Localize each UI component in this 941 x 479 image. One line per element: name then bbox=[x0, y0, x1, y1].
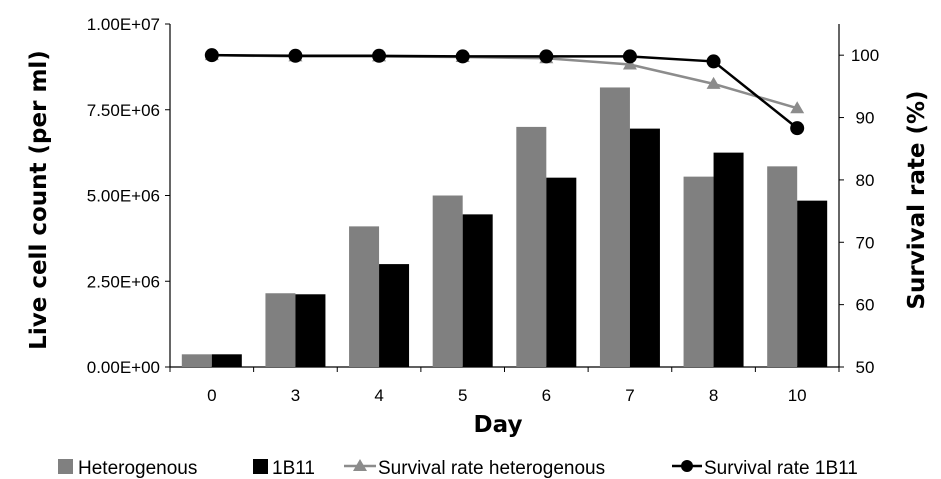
y-tick-label: 1.00E+07 bbox=[87, 15, 160, 34]
x-tick-label: 8 bbox=[709, 386, 718, 405]
bar-heterogenous-7 bbox=[599, 87, 630, 367]
bar-heterogenous-10 bbox=[767, 166, 798, 367]
bar-heterogenous-4 bbox=[349, 226, 380, 367]
bar-heterogenous-0 bbox=[181, 354, 212, 367]
y-axis-title: Live cell count (per ml) bbox=[26, 50, 52, 350]
legend-label-survival-1b11: Survival rate 1B11 bbox=[704, 458, 858, 479]
point-survival-rate-heterogenous-7 bbox=[622, 57, 637, 70]
bar-1b11-8 bbox=[713, 152, 744, 367]
y2-tick-label: 90 bbox=[856, 109, 875, 128]
point-survival-rate-1b11-8 bbox=[706, 54, 721, 69]
x-tick-label: 10 bbox=[788, 386, 807, 405]
x-tick-label: 0 bbox=[207, 386, 216, 405]
bar-1b11-7 bbox=[629, 128, 660, 367]
legend-swatch-1b11 bbox=[253, 459, 268, 474]
bar-1b11-10 bbox=[797, 200, 828, 367]
legend: Heterogenous 1B11 Survival rate heteroge… bbox=[58, 458, 858, 479]
y2-tick-label: 50 bbox=[856, 358, 875, 377]
y2-tick-label: 60 bbox=[856, 296, 875, 315]
bars bbox=[181, 87, 828, 368]
bar-1b11-5 bbox=[462, 214, 493, 367]
bar-1b11-6 bbox=[546, 177, 577, 367]
point-survival-rate-1b11-0 bbox=[204, 48, 219, 63]
legend-label-1b11: 1B11 bbox=[272, 458, 315, 479]
y-tick-label: 0.00E+00 bbox=[87, 358, 160, 377]
bar-heterogenous-3 bbox=[265, 293, 296, 367]
x-tick-label: 6 bbox=[542, 386, 551, 405]
point-survival-rate-1b11-10 bbox=[790, 121, 805, 136]
bar-1b11-4 bbox=[379, 264, 410, 367]
legend-label-heterogenous: Heterogenous bbox=[78, 458, 197, 479]
x-tick-label: 5 bbox=[458, 386, 467, 405]
y2-tick-label: 80 bbox=[856, 171, 875, 190]
legend-marker-triangle bbox=[353, 459, 367, 471]
x-axis-title: Day bbox=[474, 412, 523, 438]
point-survival-rate-heterogenous-10 bbox=[790, 101, 805, 114]
line-survival-rate-1b11 bbox=[211, 53, 798, 130]
bar-heterogenous-8 bbox=[683, 176, 714, 367]
legend-marker-circle bbox=[681, 460, 693, 472]
x-tick-label: 3 bbox=[291, 386, 300, 405]
point-survival-rate-1b11-7 bbox=[622, 49, 637, 64]
y-tick-label: 7.50E+06 bbox=[87, 101, 160, 120]
point-survival-rate-1b11-4 bbox=[372, 48, 387, 63]
point-survival-rate-1b11-3 bbox=[288, 48, 303, 63]
x-tick-label: 7 bbox=[625, 386, 634, 405]
bar-1b11-0 bbox=[211, 354, 242, 367]
legend-swatch-heterogenous bbox=[58, 459, 73, 474]
bar-heterogenous-5 bbox=[432, 195, 463, 367]
y-tick-label: 5.00E+06 bbox=[87, 187, 160, 206]
y2-tick-label: 70 bbox=[856, 233, 875, 252]
point-survival-rate-1b11-5 bbox=[455, 49, 470, 64]
y2-tick-label: 100 bbox=[851, 46, 879, 65]
point-survival-rate-1b11-6 bbox=[539, 49, 554, 64]
bar-1b11-3 bbox=[295, 294, 326, 367]
y2-axis-title: Survival rate (%) bbox=[904, 90, 930, 309]
bar-heterogenous-6 bbox=[516, 126, 547, 368]
tick-labels: 0.00E+00 2.50E+06 5.00E+06 7.50E+06 1.00E+07… bbox=[87, 15, 879, 405]
survival-lines bbox=[204, 48, 805, 136]
y-tick-label: 2.50E+06 bbox=[87, 272, 160, 291]
x-tick-label: 4 bbox=[374, 386, 383, 405]
legend-label-survival-heterogenous: Survival rate heterogenous bbox=[378, 458, 605, 479]
point-survival-rate-heterogenous-8 bbox=[706, 76, 721, 89]
